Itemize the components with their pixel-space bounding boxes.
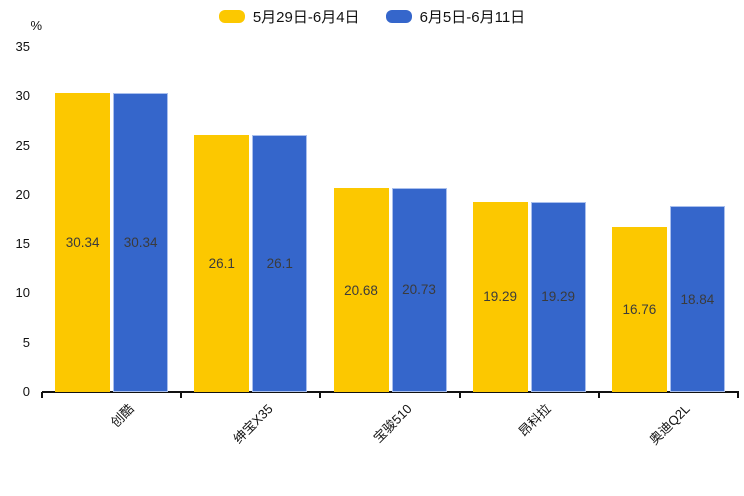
y-axis-unit-label: % [30,18,42,33]
axis-tick [737,392,739,398]
legend-item-series-1: 6月5日-6月11日 [385,6,526,27]
y-tick-label: 10 [15,285,30,301]
bar-value-label: 20.68 [344,282,378,298]
bar-value-label: 26.1 [266,255,293,271]
bar-5月29日-6月4日: 19.29 [472,201,528,392]
bar-6月5日-6月11日: 20.73 [391,187,447,392]
y-tick-label: 5 [22,334,30,350]
bar-6月5日-6月11日: 18.84 [669,206,725,392]
y-tick-label: 25 [15,137,30,153]
category-label: 昂科拉 [515,401,554,440]
y-tick-label: 0 [22,384,30,399]
axis-tick [319,392,322,398]
bar-value-label: 30.34 [65,234,100,250]
y-tick-label: 35 [15,39,30,54]
axis-tick [458,392,461,398]
category-label: 宝骏510 [370,401,415,446]
legend-item-series-0: 5月29日-6月4日 [218,6,360,27]
legend: 5月29日-6月4日 6月5日-6月11日 [0,6,744,27]
y-tick-label: 30 [15,88,30,104]
bar-6月5日-6月11日: 30.34 [113,92,169,392]
category-label: 奥迪Q2L [646,401,694,448]
bar-value-label: 16.76 [622,301,657,317]
legend-label: 6月5日-6月11日 [419,9,526,26]
bar-value-label: 19.29 [541,289,576,305]
bar-value-label: 20.73 [402,282,436,298]
x-axis-line [42,391,739,393]
legend-swatch-icon [385,10,412,23]
bar-6月5日-6月11日: 26.1 [252,134,308,392]
category-label: 创酷 [107,401,137,431]
category-label: 绅宝X35 [230,401,276,447]
y-tick-label: 15 [15,236,30,252]
bar-5月29日-6月4日: 20.68 [333,188,389,392]
bar-6月5日-6月11日: 19.29 [530,201,586,392]
bar-value-label: 18.84 [680,291,715,307]
y-tick-label: 20 [15,186,30,202]
legend-label: 5月29日-6月4日 [252,9,360,26]
bar-value-label: 26.1 [208,255,235,271]
bar-5月29日-6月4日: 30.34 [55,92,111,392]
bar-5月29日-6月4日: 16.76 [611,226,667,392]
bar-5月29日-6月4日: 26.1 [194,134,250,392]
axis-tick [180,392,183,398]
axis-tick [597,392,600,398]
legend-swatch-icon [218,10,245,23]
bar-value-label: 30.34 [123,234,158,250]
axis-tick [41,392,43,398]
bar-value-label: 19.29 [483,289,518,305]
